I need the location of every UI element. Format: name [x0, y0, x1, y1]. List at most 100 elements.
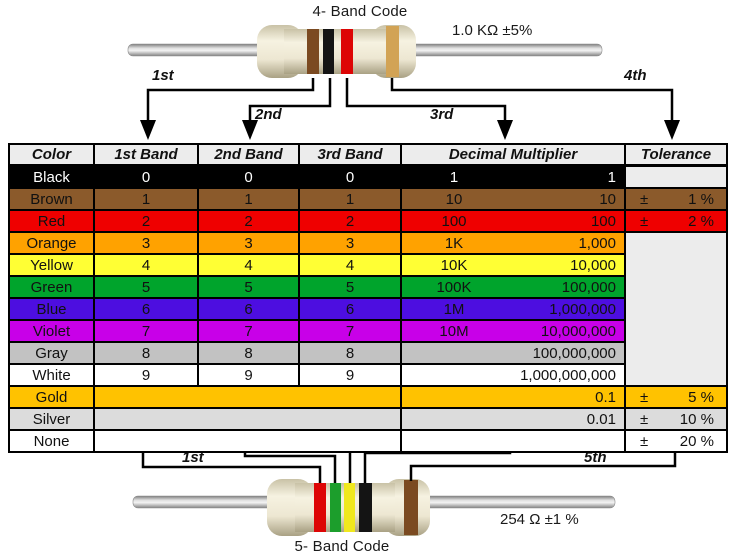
top-arrow-4th	[390, 78, 674, 121]
band1-cell: 7	[93, 319, 199, 343]
multiplier-value: 1,000,000	[549, 300, 616, 318]
band3-cell: 7	[298, 319, 402, 343]
top-arrowhead-3rd	[497, 120, 513, 140]
multiplier-cell: 100,000,000	[400, 341, 626, 365]
top-arrowhead-2nd	[242, 120, 258, 140]
top-arrow-1st	[146, 78, 315, 121]
header-2nd-band: 2nd Band	[197, 143, 300, 167]
band2-cell: 1	[197, 187, 300, 211]
band2-cell: 8	[197, 341, 300, 365]
row-red: Red 2 2 2 100 100 ±2 %	[8, 209, 728, 233]
multiplier-cell: 10K 10,000	[400, 253, 626, 277]
band1-cell: 2	[93, 209, 199, 233]
color-cell: Brown	[8, 187, 95, 211]
top-arrowhead-4th	[664, 120, 680, 140]
top-band-4-gold-band	[386, 26, 399, 77]
multiplier-value: 10,000	[570, 256, 616, 274]
top-band-2-black-band	[323, 29, 334, 74]
multiplier-value: 100	[590, 212, 616, 230]
top-resistor-value: 1.0 KΩ ±5%	[452, 22, 533, 39]
bottom-band-5-brown-band	[404, 480, 418, 535]
top-arrow-label-3rd: 3rd	[430, 106, 454, 123]
tolerance-sign: ±	[640, 190, 649, 208]
band1-cell: 5	[93, 275, 199, 299]
bottom-resistor	[132, 479, 616, 536]
multiplier-cell: 1M 1,000,000	[400, 297, 626, 321]
bottom-resistor-value: 254 Ω ±1 %	[500, 511, 579, 528]
band1-cell: 3	[93, 231, 199, 255]
tolerance-cell: ±2 %	[624, 209, 728, 233]
multiplier-cell: 0.1	[400, 385, 626, 409]
tolerance-value: 2 %	[688, 212, 714, 230]
multiplier-value: 0.1	[595, 388, 616, 406]
band3-cell: 8	[298, 341, 402, 365]
band2-cell: 7	[197, 319, 300, 343]
top-arrow-label-1st: 1st	[152, 67, 174, 84]
band3-cell: 3	[298, 231, 402, 255]
row-green: Green 5 5 5 100K 100,000	[8, 275, 727, 299]
multiplier-abbrev: 10M	[439, 322, 469, 340]
bottom-band-1-red-band	[314, 483, 326, 532]
multiplier-cell: 1,000,000,000	[400, 363, 626, 387]
band3-cell: 4	[298, 253, 402, 277]
color-cell: White	[8, 363, 95, 387]
tolerance-cell: ±5 %	[624, 385, 728, 409]
row-gray: Gray 8 8 8 100,000,000	[8, 341, 727, 365]
header-row: Color 1st Band 2nd Band 3rd Band Decimal…	[8, 143, 728, 167]
row-violet: Violet 7 7 7 10M 10,000,000	[8, 319, 727, 343]
band2-cell: 4	[197, 253, 300, 277]
color-cell: Red	[8, 209, 95, 233]
multiplier-abbrev: 1	[449, 168, 459, 186]
color-cell: Green	[8, 275, 95, 299]
band2-cell: 5	[197, 275, 300, 299]
band3-cell: 0	[298, 164, 402, 189]
multiplier-cell: 10 10	[400, 187, 626, 211]
multiplier-cell: 100 100	[400, 209, 626, 233]
color-cell: Blue	[8, 297, 95, 321]
multiplier-abbrev: 10K	[440, 256, 468, 274]
band2-cell: 2	[197, 209, 300, 233]
band1-cell: 8	[93, 341, 199, 365]
tolerance-value: 10 %	[679, 410, 714, 428]
color-cell: Violet	[8, 319, 95, 343]
bottom-arrow-5th	[409, 444, 677, 481]
top-arrowhead-1st	[140, 120, 156, 140]
band2-cell: 9	[197, 363, 300, 387]
tolerance-value: 1 %	[688, 190, 714, 208]
bottom-arrow-label-5th: 5th	[584, 449, 607, 466]
row-gold: Gold 0.1 ±5 %	[8, 385, 728, 409]
bottom-arrow-label-1st: 1st	[182, 449, 204, 466]
header-tolerance: Tolerance	[624, 143, 728, 167]
row-silver: Silver 0.01 ±10 %	[8, 407, 728, 431]
top-resistor	[127, 25, 603, 78]
band3-cell: 2	[298, 209, 402, 233]
bottom-diagram-title: 5- Band Code	[294, 538, 390, 555]
top-arrow-label-4th: 4th	[624, 67, 647, 84]
multiplier-cell: 1K 1,000	[400, 231, 626, 255]
multiplier-value: 10	[599, 190, 616, 208]
band1-cell: 6	[93, 297, 199, 321]
color-cell: Gray	[8, 341, 95, 365]
multiplier-cell: 100K 100,000	[400, 275, 626, 299]
color-cell: Orange	[8, 231, 95, 255]
band2-cell: 0	[197, 164, 300, 189]
color-cell: Silver	[8, 407, 95, 431]
bands-merged-cell	[93, 385, 402, 409]
multiplier-abbrev: 1M	[443, 300, 465, 318]
multiplier-abbrev: 10	[445, 190, 463, 208]
tolerance-value: 5 %	[688, 388, 714, 406]
tolerance-sign: ±	[640, 432, 649, 450]
multiplier-value: 100,000	[561, 278, 616, 296]
band2-cell: 3	[197, 231, 300, 255]
multiplier-value: 1,000	[578, 234, 616, 252]
tolerance-sign: ±	[640, 410, 649, 428]
band1-cell: 9	[93, 363, 199, 387]
color-cell: None	[8, 429, 95, 453]
tolerance-sign: ±	[640, 212, 649, 230]
bands-merged-cell	[93, 407, 402, 431]
multiplier-cell	[400, 429, 626, 453]
multiplier-value: 100,000,000	[532, 344, 616, 362]
